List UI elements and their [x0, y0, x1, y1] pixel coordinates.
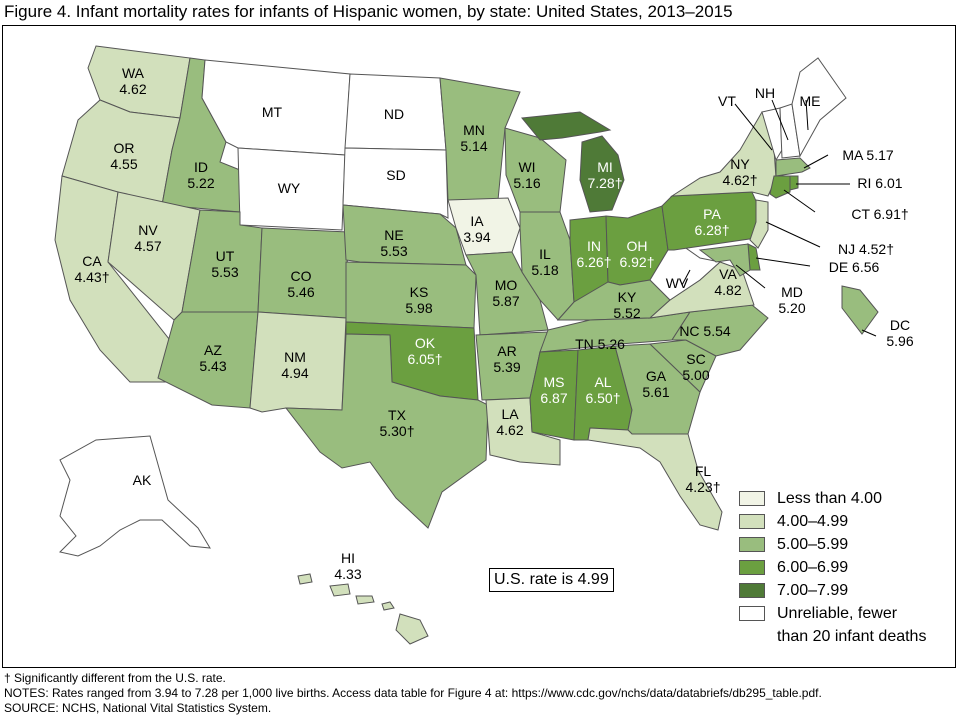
state-label-il: IL 5.18 — [531, 246, 558, 278]
legend-label: 7.00–7.99 — [777, 582, 849, 599]
state-label-wy: WY — [278, 180, 301, 196]
us-rate-box: U.S. rate is 4.99 — [489, 568, 614, 592]
legend-label: 6.00–6.99 — [777, 559, 849, 576]
state-label-de: DE 6.56 — [829, 259, 880, 275]
state-ak[interactable] — [59, 435, 211, 557]
state-label-ky: KY 5.52 — [613, 289, 640, 321]
legend-item: Unreliable, fewer — [739, 604, 954, 627]
state-sd[interactable] — [342, 147, 449, 219]
state-label-ar: AR 5.39 — [493, 343, 520, 375]
legend: Less than 4.00 4.00–4.99 5.00–5.99 6.00–6.9… — [739, 489, 954, 650]
legend-label: Unreliable, fewer — [777, 605, 898, 622]
state-wy[interactable] — [237, 147, 346, 231]
state-label-nh: NH — [755, 85, 775, 101]
state-label-ms: MS 6.87 — [540, 374, 567, 406]
state-label-mn: MN 5.14 — [460, 122, 487, 154]
state-md[interactable] — [698, 243, 751, 277]
state-label-ma: MA 5.17 — [842, 147, 894, 163]
state-label-mt: MT — [262, 104, 283, 120]
state-label-ak: AK — [133, 472, 152, 488]
state-label-ca: CA 4.43† — [74, 253, 109, 285]
source-footnote: SOURCE: NCHS, National Vital Statistics … — [4, 701, 272, 715]
state-label-sc: SC 5.00 — [682, 351, 709, 383]
legend-item: 6.00–6.99 — [739, 558, 954, 581]
legend-label-continued: than 20 infant deaths — [777, 628, 927, 645]
state-label-ct: CT 6.91† — [851, 206, 908, 222]
figure-title: Figure 4. Infant mortality rates for inf… — [4, 2, 733, 21]
state-fl[interactable] — [587, 427, 723, 531]
legend-label: Less than 4.00 — [777, 490, 882, 507]
state-label-az: AZ 5.43 — [199, 342, 226, 374]
state-mo[interactable] — [465, 251, 549, 336]
legend-swatch — [739, 514, 765, 529]
state-label-ne: NE 5.53 — [380, 227, 407, 259]
state-label-va: VA 4.82 — [714, 266, 741, 298]
state-label-nm: NM 4.94 — [281, 349, 308, 381]
state-label-ut: UT 5.53 — [211, 248, 238, 280]
legend-swatch — [739, 560, 765, 575]
state-label-nv: NV 4.57 — [134, 222, 161, 254]
state-label-md: MD 5.20 — [778, 284, 805, 316]
state-label-al: AL 6.50† — [585, 374, 620, 406]
state-tx[interactable] — [284, 333, 489, 529]
state-label-nj: NJ 4.52† — [838, 241, 894, 257]
state-label-tn: TN 5.26 — [575, 336, 625, 352]
state-label-mo: MO 5.87 — [492, 277, 519, 309]
state-label-ks: KS 5.98 — [405, 284, 432, 316]
state-label-nd: ND — [384, 106, 404, 122]
state-nj[interactable] — [749, 199, 769, 249]
state-ri[interactable] — [789, 175, 799, 191]
notes-footnote: NOTES: Rates ranged from 3.94 to 7.28 pe… — [4, 686, 822, 700]
leader-lines — [681, 99, 877, 337]
state-label-nc: NC 5.54 — [679, 323, 731, 339]
state-label-id: ID 5.22 — [187, 159, 214, 191]
state-dc[interactable] — [841, 285, 879, 335]
legend-swatch — [739, 537, 765, 552]
legend-swatch — [739, 491, 765, 506]
state-label-sd: SD — [386, 167, 405, 183]
state-label-tx: TX 5.30† — [379, 407, 414, 439]
state-label-wv: WV — [666, 275, 689, 291]
state-mi[interactable] — [521, 111, 625, 213]
legend-item: 5.00–5.99 — [739, 535, 954, 558]
state-label-mi: MI 7.28† — [587, 159, 622, 191]
state-label-ri: RI 6.01 — [857, 175, 902, 191]
state-me[interactable] — [791, 57, 847, 158]
state-label-ny: NY 4.62† — [722, 156, 757, 188]
footnotes: † Significantly different from the U.S. … — [4, 671, 822, 716]
state-label-in: IN 6.26† — [576, 238, 611, 270]
state-label-ok: OK 6.05† — [407, 335, 442, 367]
state-label-vt: VT — [718, 93, 736, 109]
state-label-me: ME — [800, 93, 821, 109]
state-hi[interactable] — [297, 573, 429, 645]
state-ks[interactable] — [345, 261, 477, 329]
state-label-la: LA 4.62 — [496, 406, 523, 438]
legend-label: 4.00–4.99 — [777, 513, 849, 530]
state-ct[interactable] — [769, 175, 791, 199]
state-label-hi: HI 4.33 — [334, 550, 361, 582]
legend-swatch — [739, 606, 765, 621]
state-label-pa: PA 6.28† — [694, 206, 729, 238]
state-label-dc: DC 5.96 — [886, 317, 913, 349]
state-label-oh: OH 6.92† — [619, 238, 654, 270]
legend-swatch — [739, 583, 765, 598]
map-frame — [2, 25, 956, 668]
state-label-co: CO 5.46 — [287, 268, 314, 300]
legend-item: 7.00–7.99 — [739, 581, 954, 604]
legend-item: Less than 4.00 — [739, 489, 954, 512]
state-ma[interactable] — [775, 157, 811, 177]
state-ms[interactable] — [529, 349, 579, 441]
state-label-wi: WI 5.16 — [513, 159, 540, 191]
state-label-ia: IA 3.94 — [463, 213, 490, 245]
legend-label: 5.00–5.99 — [777, 536, 849, 553]
dagger-footnote: † Significantly different from the U.S. … — [4, 671, 226, 685]
state-label-fl: FL 4.23† — [685, 463, 720, 495]
legend-item: 4.00–4.99 — [739, 512, 954, 535]
state-label-or: OR 4.55 — [110, 140, 137, 172]
state-label-wa: WA 4.62 — [119, 65, 146, 97]
state-label-ga: GA 5.61 — [642, 368, 669, 400]
